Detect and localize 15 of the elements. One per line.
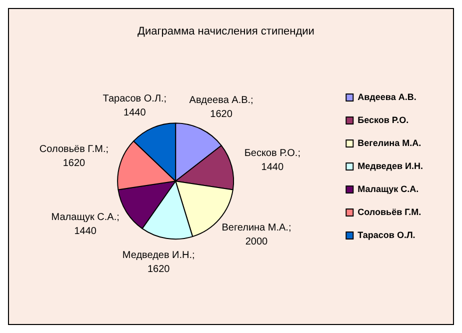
legend-label: Вегелина М.А. — [358, 138, 422, 148]
chart-title: Диаграмма начисления стипендии — [138, 26, 314, 38]
data-label: Соловьёв Г.М.; 1620 — [39, 144, 109, 170]
legend-label: Тарасов О.Л. — [358, 230, 416, 240]
legend-label: Малащук С.А. — [358, 184, 419, 194]
data-label: Малащук С.А.; 1440 — [51, 212, 120, 237]
legend-label: Медведев И.Н. — [358, 160, 424, 171]
data-label: Авдеева А.В.; 1620 — [189, 95, 254, 120]
data-label: Тарасов О.Л.; 1440 — [102, 93, 167, 118]
data-label: Бесков Р.О.; 1440 — [244, 148, 300, 174]
data-label: Вегелина М.А.; 2000 — [222, 222, 292, 248]
legend-label: Соловьёв Г.М. — [358, 206, 422, 217]
data-label: Медведев И.Н.; 1620 — [122, 250, 195, 275]
legend-label: Авдеева А.В. — [358, 92, 416, 102]
legend-label: Бесков Р.О. — [358, 114, 409, 125]
